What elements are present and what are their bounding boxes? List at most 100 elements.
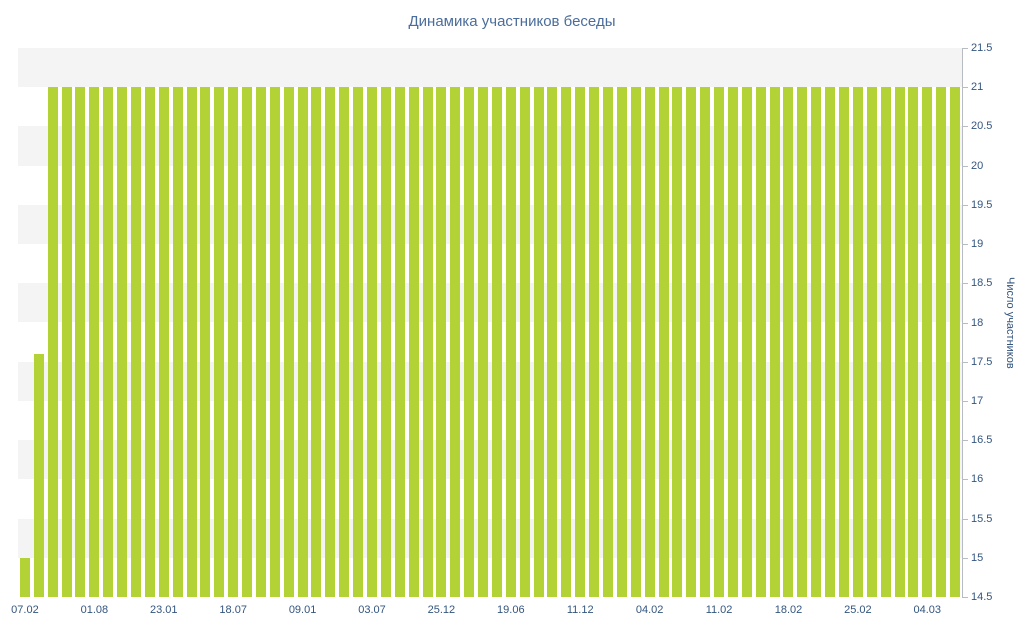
bar [880, 87, 891, 597]
bar [19, 557, 30, 597]
bar [436, 87, 447, 597]
bars-layer [18, 48, 962, 597]
y-tick-mark [962, 126, 968, 128]
bar [422, 87, 433, 597]
bar [158, 87, 169, 597]
bar [464, 87, 475, 597]
y-tick-mark [962, 204, 968, 206]
y-tick-label: 17.5 [971, 355, 993, 368]
bar [616, 87, 627, 597]
bar [714, 87, 725, 597]
y-tick-mark [962, 518, 968, 520]
bar [727, 87, 738, 597]
bar [894, 87, 905, 597]
bar [408, 87, 419, 597]
x-tick-label: 04.03 [913, 604, 942, 616]
bar [769, 87, 780, 597]
y-tick-mark [962, 361, 968, 363]
x-tick-label: 11.02 [705, 604, 733, 616]
bar [547, 87, 558, 597]
bar [450, 87, 461, 597]
y-tick-label: 21 [971, 81, 984, 94]
y-tick-label: 18.5 [971, 277, 993, 290]
bar [242, 87, 253, 597]
bar [283, 87, 294, 597]
plot-area [18, 48, 962, 597]
bar [353, 87, 364, 597]
bar [103, 87, 114, 597]
x-tick-label: 19.06 [497, 604, 525, 616]
bar [519, 87, 530, 597]
y-tick-mark [962, 165, 968, 167]
bar [131, 87, 141, 597]
bar [811, 87, 822, 597]
y-tick-label: 18 [971, 316, 984, 329]
x-tick-label: 11.12 [566, 604, 594, 616]
bar [394, 87, 405, 597]
y-tick-mark [962, 87, 968, 89]
bar [908, 87, 919, 597]
bar [686, 87, 697, 597]
bar [922, 87, 933, 597]
bar [367, 87, 377, 597]
bar [644, 87, 655, 597]
bar [89, 87, 100, 597]
y-tick-mark [962, 440, 968, 442]
y-tick-label: 15.5 [971, 512, 993, 525]
x-tick-label: 23.01 [149, 604, 178, 616]
y-tick-label: 16 [971, 473, 984, 486]
x-tick-label: 03.07 [358, 604, 386, 616]
bar [575, 87, 586, 597]
bar [603, 87, 613, 597]
bar [297, 87, 308, 597]
y-tick-mark [962, 597, 968, 598]
bar [200, 87, 211, 597]
bar [255, 87, 266, 597]
x-tick-label: 04.02 [635, 604, 664, 616]
bar [491, 87, 502, 597]
bar [852, 87, 863, 597]
bar [33, 353, 44, 597]
bar [325, 87, 336, 597]
chart-title: Динамика участников беседы [408, 13, 616, 30]
bar [75, 87, 86, 597]
plot-band [18, 48, 962, 88]
bar [478, 87, 489, 597]
y-tick-label: 20.5 [971, 120, 993, 133]
y-tick-mark [962, 244, 968, 246]
x-tick-label: 07.02 [11, 604, 39, 616]
x-tick-label: 01.08 [80, 604, 109, 616]
y-tick-label: 20 [971, 159, 984, 172]
bar [311, 87, 322, 597]
y-tick-label: 17 [971, 394, 984, 407]
bar [380, 87, 391, 597]
bar [783, 87, 794, 597]
bar [269, 87, 280, 597]
y-axis-title: Число участников [1004, 276, 1016, 369]
y-tick-label: 19.5 [971, 198, 993, 211]
bar [47, 87, 58, 597]
bar [839, 87, 849, 597]
y-tick-label: 15 [971, 551, 984, 564]
bar [561, 87, 572, 597]
bar [186, 87, 197, 597]
bar [228, 87, 239, 597]
bar [61, 87, 72, 597]
y-tick-label: 16.5 [971, 434, 993, 447]
x-tick-label: 25.02 [844, 604, 872, 616]
bar [700, 87, 711, 597]
y-tick-mark [962, 322, 968, 324]
x-tick-label: 18.02 [774, 604, 803, 616]
bar [172, 87, 183, 597]
bar [533, 87, 544, 597]
bar [117, 87, 128, 597]
y-tick-mark [962, 283, 968, 285]
bar [672, 87, 683, 597]
bar [505, 87, 516, 597]
bar [214, 87, 225, 597]
y-tick-label: 19 [971, 238, 984, 251]
y-tick-mark [962, 557, 968, 559]
x-tick-label: 09.01 [288, 604, 317, 616]
bar [630, 87, 641, 597]
